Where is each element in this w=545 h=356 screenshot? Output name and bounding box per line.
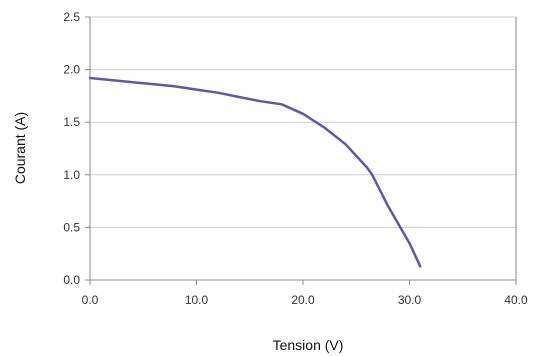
- y-tick-label: 0.5: [63, 220, 80, 234]
- tick-labels: 0.0 0.5 1.0 1.5 2.0 2.5 0.0 10.0 20.0 30.0 40.0: [63, 10, 528, 307]
- x-tick-label: 20.0: [291, 293, 315, 307]
- y-tick-label: 2.5: [63, 10, 80, 24]
- x-tick-label: 10.0: [185, 293, 209, 307]
- y-tick-label: 1.5: [63, 115, 80, 129]
- x-tick-label: 0.0: [82, 293, 99, 307]
- y-tick-label: 2.0: [63, 63, 80, 77]
- series-line-0: [88, 76, 422, 268]
- y-tick-label: 0.0: [63, 273, 80, 287]
- axes: [85, 16, 517, 285]
- series-layer: [88, 76, 422, 268]
- y-tick-label: 1.0: [63, 168, 80, 182]
- x-tick-label: 40.0: [504, 293, 528, 307]
- y-axis-title: Courant (A): [12, 112, 28, 184]
- x-axis-title: Tension (V): [273, 337, 344, 353]
- x-tick-label: 30.0: [398, 293, 422, 307]
- grid-lines: [90, 16, 516, 228]
